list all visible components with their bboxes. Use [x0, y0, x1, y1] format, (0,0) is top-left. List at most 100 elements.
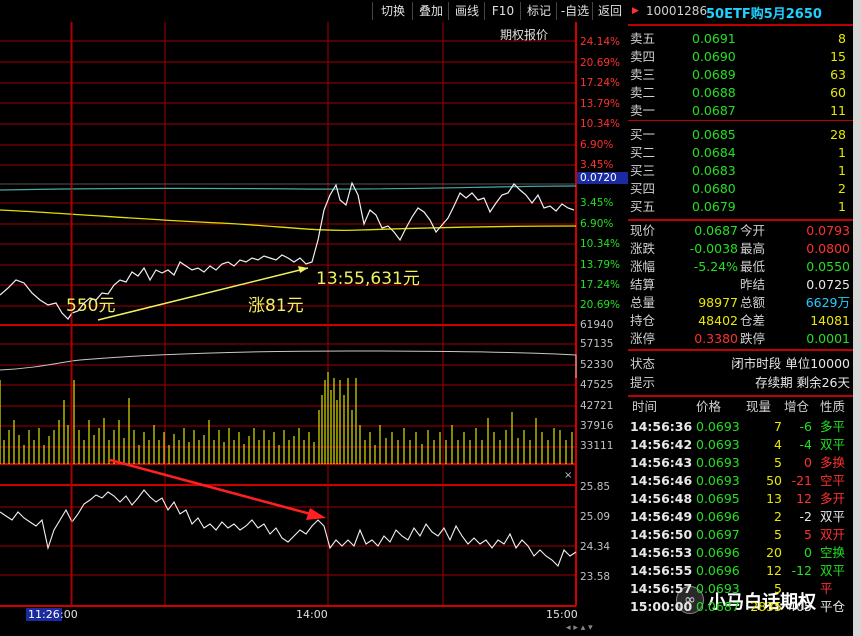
col-time: 时间 — [632, 399, 658, 414]
axis-label: 47525 — [580, 379, 614, 391]
tick-oi-change: 12 — [796, 491, 812, 506]
quote-header: ▶ 10001286 50ETF购5月2650 — [628, 0, 861, 26]
buy-level-label: 买五 — [630, 199, 656, 214]
axis-label: 23.58 — [580, 571, 611, 583]
stat-label: 涨停 — [630, 331, 656, 346]
tick-time: 14:56:42 — [630, 437, 693, 452]
stat-value: 48402 — [698, 313, 738, 328]
axis-label: 17.24% — [580, 77, 621, 89]
high-annotation: 13:55,631元 — [316, 269, 420, 289]
axis-label: 20.69% — [580, 299, 621, 311]
tick-nature: 多平 — [820, 419, 846, 434]
sell-level-label: 卖二 — [630, 85, 656, 100]
axis-label: 61940 — [580, 319, 614, 331]
stat-label: 今开 — [740, 223, 766, 238]
tick-oi-change: -21 — [791, 473, 812, 488]
axis-label: 6.90% — [580, 218, 614, 230]
sell-level-qty: 60 — [830, 85, 846, 100]
option-quote-label[interactable]: 期权报价 — [500, 28, 549, 42]
sell-level-price: 0.0690 — [692, 49, 736, 64]
axis-label: 3.45% — [580, 197, 614, 209]
toolbar: 切换 叠加 画线 F10 标记 -自选 返回 — [0, 0, 628, 22]
tick-oi-change: 405 — [788, 599, 812, 614]
tick-nature: 双平 — [820, 563, 846, 578]
axis-label: 17.24% — [580, 279, 621, 291]
scroll-arrows[interactable]: ◂ ▸ ▴ ▾ — [566, 623, 593, 633]
back-button[interactable]: 返回 — [592, 2, 627, 20]
sell-level-price: 0.0687 — [692, 103, 736, 118]
col-price: 价格 — [696, 399, 722, 414]
wechat-icon: ∞ — [676, 586, 704, 614]
tick-oi-change: 0 — [804, 545, 812, 560]
volume-bars — [0, 372, 573, 464]
stat-value: 0.0001 — [806, 331, 850, 346]
tick-nature: 多开 — [820, 491, 846, 506]
low-annotation: 550元 — [66, 296, 116, 316]
buy-level-qty: 1 — [838, 163, 846, 178]
mark-button[interactable]: 标记 — [520, 2, 557, 20]
stat-value: 6629万 — [805, 295, 850, 310]
axis-label: 24.14% — [580, 36, 621, 48]
stat-value: -0.0038 — [689, 241, 738, 256]
tick-oi-change: 0 — [804, 455, 812, 470]
overlay-button[interactable]: 叠加 — [412, 2, 449, 20]
sell-level-label: 卖四 — [630, 49, 656, 64]
intraday-chart[interactable]: × — [0, 0, 628, 636]
axis-label: 13.79% — [580, 259, 621, 271]
axis-label: 24.34 — [580, 541, 611, 553]
tick-qty: 5 — [774, 527, 782, 542]
side-scrollbar[interactable] — [853, 0, 861, 636]
current-price-marker: 0.0720 — [577, 172, 630, 184]
tick-time: 14:56:48 — [630, 491, 693, 506]
col-oi-change: 增仓 — [784, 399, 810, 414]
status-label: 状态 — [630, 356, 656, 371]
stat-value: -5.24% — [693, 259, 738, 274]
sell-level-qty: 11 — [830, 103, 846, 118]
quote-panel: ▶ 10001286 50ETF购5月2650 状态 闭市时段 单位10000 … — [628, 0, 861, 636]
stat-label: 涨跌 — [630, 241, 656, 256]
stat-label: 最高 — [740, 241, 766, 256]
ticks-header: 时间 价格 现量 增仓 性质 — [628, 398, 853, 416]
tick-oi-change — [778, 580, 812, 598]
tick-price: 0.0696 — [696, 509, 740, 524]
tick-price: 0.0696 — [696, 563, 740, 578]
intraday-chart-panel[interactable]: × 切换 叠加 画线 F10 标记 -自选 返回 期权报价 24.14% 20.… — [0, 0, 630, 636]
tick-nature: 空平 — [820, 473, 846, 488]
option-code: 10001286 — [646, 4, 708, 18]
tick-time: 14:56:55 — [630, 563, 693, 578]
stat-label: 结算 — [630, 277, 656, 292]
axis-label: 25.85 — [580, 481, 611, 493]
sell-level-price: 0.0688 — [692, 85, 736, 100]
tick-qty: 2835 — [750, 599, 782, 614]
sell-level-label: 卖一 — [630, 103, 656, 118]
option-name: 50ETF购5月2650 — [706, 7, 822, 22]
f10-button[interactable]: F10 — [484, 2, 521, 20]
tick-qty: 7 — [774, 419, 782, 434]
tick-nature: 双开 — [820, 527, 846, 542]
tick-qty: 5 — [774, 581, 782, 596]
price-line — [0, 181, 575, 320]
buy-level-label: 买二 — [630, 145, 656, 160]
switch-button[interactable]: 切换 — [372, 2, 413, 20]
sell-level-qty: 8 — [838, 31, 846, 46]
tick-time: 14:56:36 — [630, 419, 693, 434]
stat-label: 跌停 — [740, 331, 766, 346]
stat-value: 0.0793 — [806, 223, 850, 238]
draw-line-button[interactable]: 画线 — [448, 2, 485, 20]
watchlist-button[interactable]: -自选 — [556, 2, 593, 20]
stat-value — [668, 276, 738, 294]
tick-price: 0.0693 — [696, 455, 740, 470]
sell-level-label: 卖三 — [630, 67, 656, 82]
tick-nature: 多换 — [820, 455, 846, 470]
tick-time: 14:56:46 — [630, 473, 693, 488]
tick-nature: 平 — [820, 581, 833, 596]
axis-label: 10.34% — [580, 238, 621, 250]
stat-value: 0.3380 — [694, 331, 738, 346]
svg-text:×: × — [564, 470, 572, 481]
gain-annotation: 涨81元 — [248, 296, 304, 316]
axis-label: 10.34% — [580, 118, 621, 130]
tick-price: 0.0696 — [696, 545, 740, 560]
axis-label: 20.69% — [580, 57, 621, 69]
tick-price: 0.0693 — [696, 437, 740, 452]
triangle-icon: ▶ — [632, 6, 639, 16]
